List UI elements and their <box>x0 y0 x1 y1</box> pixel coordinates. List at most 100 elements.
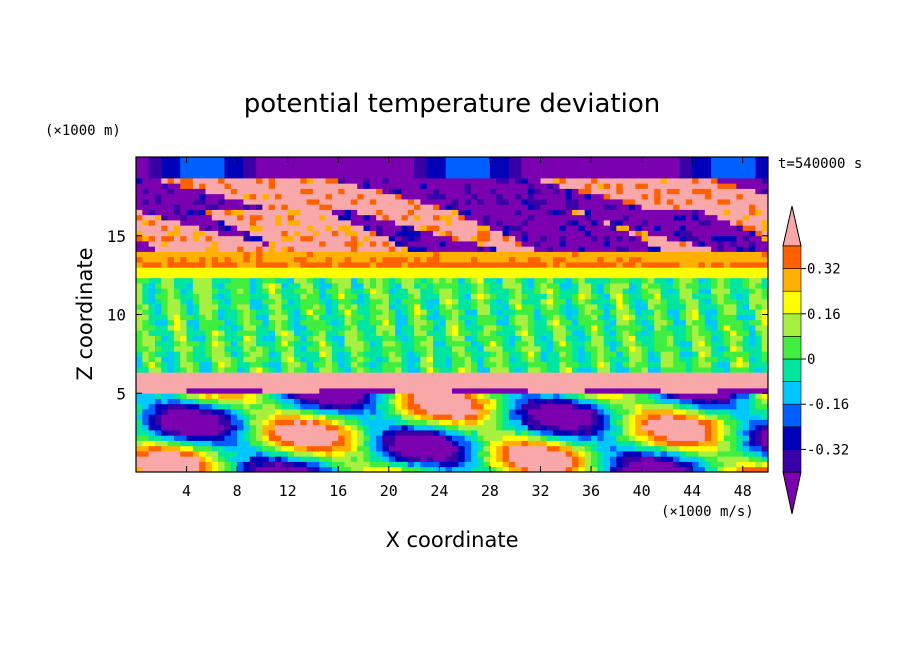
field-cell <box>698 451 706 457</box>
field-cell <box>192 214 200 221</box>
field-cell <box>540 372 548 378</box>
field-cell <box>534 335 541 342</box>
field-cell <box>723 419 731 426</box>
field-cell <box>401 241 409 247</box>
field-cell <box>717 251 725 258</box>
field-cell <box>167 325 175 331</box>
field-cell <box>192 361 200 368</box>
field-cell <box>597 367 605 373</box>
field-cell <box>331 283 339 289</box>
field-cell <box>654 409 661 415</box>
field-cell <box>344 393 352 399</box>
field-cell <box>654 283 661 289</box>
field-cell <box>344 267 352 273</box>
field-cell <box>692 398 699 405</box>
field-cell <box>679 293 687 300</box>
field-cell <box>376 367 383 373</box>
field-cell <box>268 414 276 420</box>
field-cell <box>641 461 649 468</box>
field-cell <box>502 377 510 384</box>
field-cell <box>527 330 535 336</box>
field-cell <box>470 330 478 336</box>
field-cell <box>578 214 586 221</box>
field-cell <box>224 440 232 447</box>
field-cell <box>439 309 447 315</box>
field-cell <box>230 319 238 326</box>
field-cell <box>749 445 756 452</box>
field-cell <box>723 356 731 363</box>
field-cell <box>685 235 693 242</box>
field-cell <box>218 277 225 284</box>
field-cell <box>534 403 541 410</box>
field-cell <box>173 293 181 300</box>
field-cell <box>154 351 162 357</box>
field-cell <box>230 267 238 273</box>
field-cell <box>192 424 200 431</box>
field-cell <box>268 262 276 268</box>
field-cell <box>622 230 630 237</box>
field-cell <box>496 388 503 394</box>
field-cell <box>388 419 396 426</box>
field-cell <box>572 398 579 405</box>
field-cell <box>692 246 699 252</box>
field-cell <box>508 466 516 472</box>
field-cell <box>136 430 143 436</box>
field-cell <box>711 267 718 273</box>
field-cell <box>357 445 364 452</box>
field-cell <box>211 430 219 436</box>
field-cell <box>154 272 162 279</box>
field-cell <box>281 382 289 389</box>
field-cell <box>312 456 320 462</box>
field-cell <box>711 424 718 431</box>
field-cell <box>458 456 466 462</box>
field-cell <box>521 367 529 373</box>
field-cell <box>477 356 484 363</box>
field-cell <box>350 424 358 431</box>
field-cell <box>730 340 737 347</box>
field-cell <box>211 424 219 431</box>
field-cell <box>452 304 459 310</box>
field-cell <box>363 267 371 273</box>
field-cell <box>565 461 573 468</box>
field-cell <box>256 372 263 378</box>
field-cell <box>142 277 150 284</box>
field-cell <box>331 293 339 300</box>
field-cell <box>154 451 162 457</box>
field-cell <box>591 372 598 378</box>
field-cell <box>300 277 308 284</box>
field-cell <box>553 251 560 258</box>
field-cell <box>256 356 263 363</box>
field-cell <box>294 377 301 384</box>
field-cell <box>458 414 466 420</box>
field-cell <box>540 272 548 279</box>
field-cell <box>300 288 308 294</box>
field-cell <box>243 346 251 352</box>
field-cell <box>357 382 364 389</box>
field-cell <box>433 367 440 373</box>
field-cell <box>635 251 642 258</box>
field-cell <box>717 325 725 331</box>
field-cell <box>597 246 605 252</box>
field-cell <box>635 361 642 368</box>
field-cell <box>192 314 200 321</box>
field-cell <box>534 409 541 415</box>
field-cell <box>470 414 478 420</box>
field-cell <box>679 346 687 352</box>
field-cell <box>597 288 605 294</box>
field-cell <box>426 351 434 357</box>
field-cell <box>350 330 358 336</box>
field-cell <box>654 298 661 305</box>
field-cell <box>761 304 768 310</box>
field-cell <box>180 466 187 472</box>
field-cell <box>420 461 428 468</box>
field-cell <box>755 220 763 226</box>
field-cell <box>496 435 503 441</box>
field-cell <box>723 456 731 462</box>
field-cell <box>382 267 390 273</box>
field-cell <box>218 466 225 472</box>
field-cell <box>591 272 598 279</box>
field-cell <box>230 367 238 373</box>
field-cell <box>452 414 459 420</box>
field-cell <box>294 241 301 247</box>
field-cell <box>445 225 453 231</box>
